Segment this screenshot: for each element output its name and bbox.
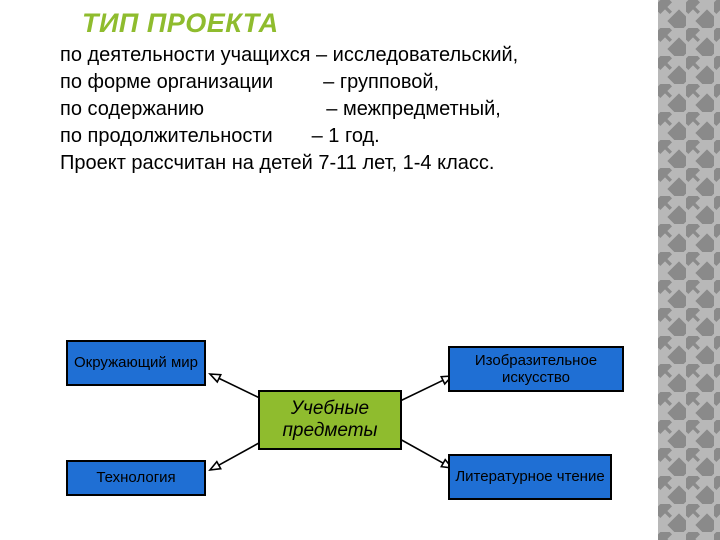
node-label: Изобразительное искусство: [454, 352, 618, 387]
node-label: Технология: [72, 469, 200, 486]
slide-root: ТИП ПРОЕКТА по деятельности учащихся – и…: [0, 0, 720, 540]
node-okr: Окружающий мир: [66, 340, 206, 386]
slide-title: ТИП ПРОЕКТА: [82, 8, 279, 39]
side-diamond-pattern: [658, 0, 720, 540]
text-line: по деятельности учащихся – исследователь…: [60, 42, 630, 69]
text-line: Проект рассчитан на детей 7-11 лет, 1-4 …: [60, 150, 630, 177]
node-lit: Литературное чтение: [448, 454, 612, 500]
node-tech: Технология: [66, 460, 206, 496]
text-line: по продолжительности – 1 год.: [60, 123, 630, 150]
node-label: Литературное чтение: [454, 468, 606, 485]
node-center: Учебные предметы: [258, 390, 402, 450]
node-izo: Изобразительное искусство: [448, 346, 624, 392]
node-label: Учебные предметы: [264, 398, 396, 442]
node-label: Окружающий мир: [72, 354, 200, 371]
text-line: по содержанию – межпредметный,: [60, 96, 630, 123]
body-text: по деятельности учащихся – исследователь…: [60, 42, 630, 177]
text-line: по форме организации – групповой,: [60, 69, 630, 96]
subjects-diagram: Учебные предметы Окружающий мир Технолог…: [0, 330, 660, 530]
